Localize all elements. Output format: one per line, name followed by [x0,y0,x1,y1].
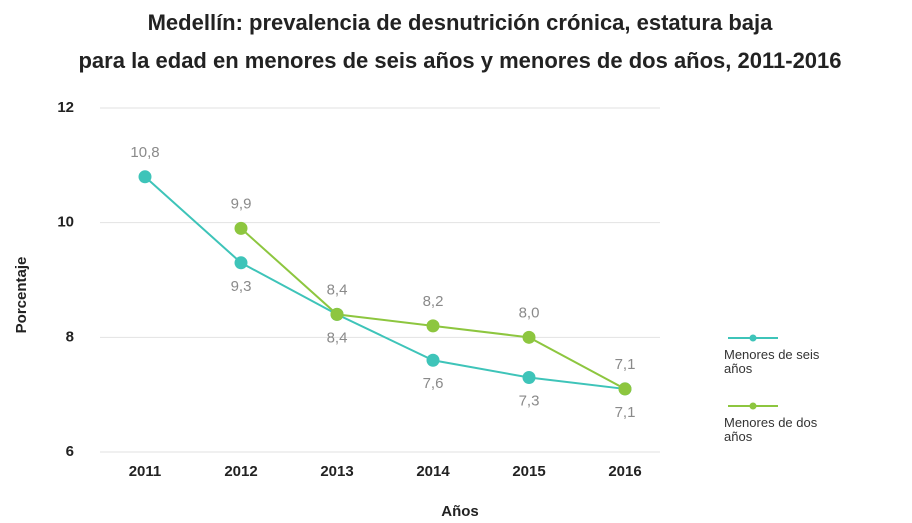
legend-label: Menores de dos años [724,415,818,444]
point [522,370,536,384]
point [234,221,248,235]
x-tick-label: 2012 [224,463,257,480]
legend-marker [749,334,757,342]
x-tick-label: 2014 [416,463,450,480]
value-label: 7,1 [615,356,636,373]
point [138,170,152,184]
x-axis-label: Años [441,503,479,520]
value-label: 7,3 [519,392,540,409]
point [618,382,632,396]
value-label: 9,9 [231,195,252,212]
value-label: 7,6 [423,375,444,392]
value-label: 8,2 [423,293,444,310]
chart-title: para la edad en menores de seis años y m… [78,48,841,73]
point [426,319,440,333]
point [522,330,536,344]
value-label: 8,4 [327,329,348,346]
x-tick-label: 2011 [129,463,162,480]
legend-label: Menores de seis años [724,347,820,376]
value-label: 7,1 [615,404,636,421]
value-label: 10,8 [130,144,159,161]
point [330,307,344,321]
point [426,353,440,367]
legend-marker [749,402,757,410]
y-tick-label: 10 [57,214,74,231]
y-tick-label: 8 [66,328,74,345]
x-tick-label: 2016 [608,463,641,480]
y-axis-label: Porcentaje [13,257,30,334]
x-tick-label: 2013 [320,463,353,480]
value-label: 8,0 [519,304,540,321]
y-tick-label: 6 [66,443,74,460]
series-line [144,176,626,390]
x-tick-label: 2015 [512,463,545,480]
point [234,256,248,270]
chart-title: Medellín: prevalencia de desnutrición cr… [148,10,774,35]
y-tick-label: 12 [57,99,74,116]
value-label: 9,3 [231,278,252,295]
value-label: 8,4 [327,281,348,298]
